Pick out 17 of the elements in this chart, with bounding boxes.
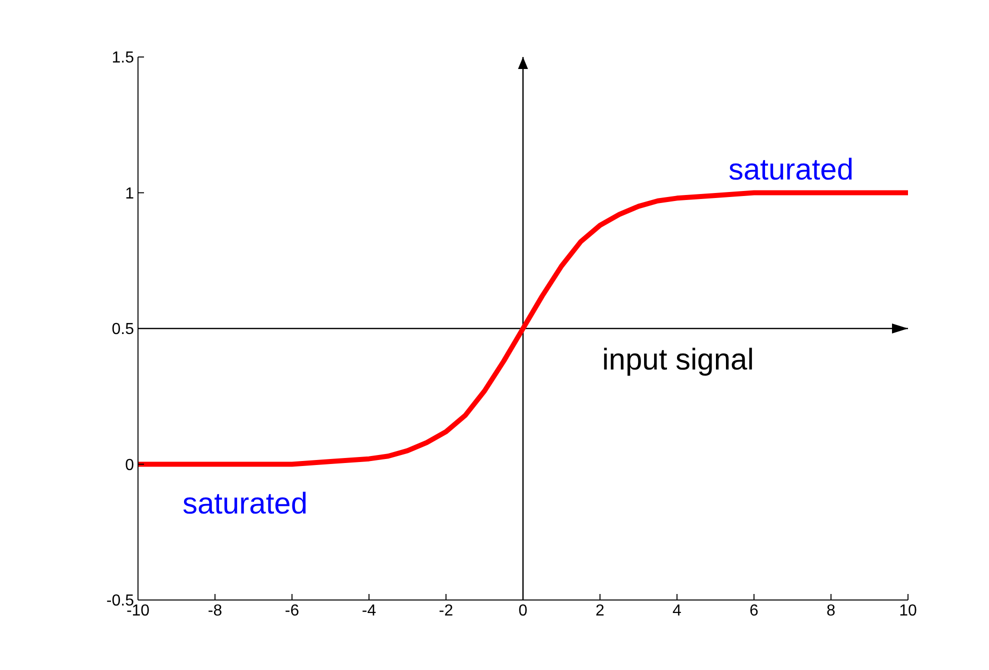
x-tick-label: -4	[362, 602, 376, 620]
x-tick-label: 4	[672, 602, 682, 620]
x-tick-label: 10	[899, 602, 917, 620]
annotation: saturated	[182, 488, 308, 520]
x-tick-label: 6	[750, 602, 759, 620]
x-tick-label: -2	[438, 602, 454, 620]
x-tick-label: 0	[518, 602, 528, 620]
y-tick-label: 1.5	[112, 50, 134, 67]
x-tick-label: 8	[826, 602, 836, 620]
annotation: saturated	[728, 154, 854, 186]
y-tick-label: 0.5	[112, 321, 134, 338]
x-tick-label: 2	[596, 602, 605, 620]
x-tick-label: -8	[208, 602, 222, 620]
x-tick-label: -6	[284, 602, 300, 620]
y-tick-label: 1	[125, 185, 134, 202]
annotation: input signal	[602, 344, 754, 376]
y-tick-label: 0	[125, 456, 134, 474]
